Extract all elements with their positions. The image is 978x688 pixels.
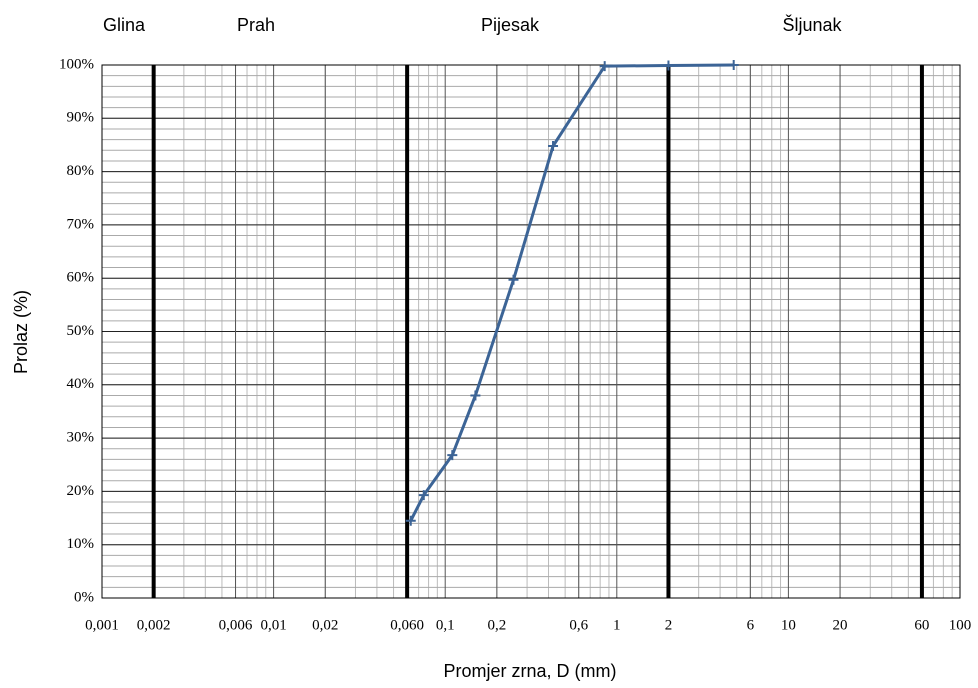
x-tick-label: 0,006 bbox=[219, 617, 253, 633]
y-tick-label: 10% bbox=[67, 536, 95, 552]
x-tick-label: 0,060 bbox=[390, 617, 424, 633]
y-axis-title: Prolaz (%) bbox=[11, 290, 31, 374]
zone-label: Pijesak bbox=[481, 15, 540, 35]
x-tick-label: 100 bbox=[949, 617, 972, 633]
zone-label: Glina bbox=[103, 15, 146, 35]
x-tick-label: 2 bbox=[665, 617, 673, 633]
x-tick-label: 60 bbox=[914, 617, 929, 633]
y-tick-label: 80% bbox=[67, 163, 95, 179]
zone-label: Prah bbox=[237, 15, 275, 35]
point-marker bbox=[548, 141, 559, 152]
y-tick-label: 50% bbox=[67, 323, 95, 339]
point-marker bbox=[405, 515, 416, 526]
data-line bbox=[409, 63, 734, 522]
point-marker bbox=[418, 490, 429, 501]
x-tick-label: 0,02 bbox=[312, 617, 338, 633]
point-marker bbox=[470, 390, 481, 401]
y-tick-label: 100% bbox=[59, 56, 94, 72]
point-marker bbox=[447, 450, 458, 461]
y-tick-label: 0% bbox=[74, 589, 94, 605]
point-marker bbox=[663, 60, 674, 71]
point-marker bbox=[599, 61, 610, 72]
point-marker bbox=[508, 274, 519, 285]
x-tick-label: 1 bbox=[613, 617, 621, 633]
x-tick-label: 0,01 bbox=[260, 617, 286, 633]
zone-label: Šljunak bbox=[782, 14, 842, 35]
plot-frame bbox=[101, 64, 961, 599]
y-tick-label: 20% bbox=[67, 483, 95, 499]
y-tick-label: 60% bbox=[67, 270, 95, 286]
x-tick-label: 0,001 bbox=[85, 617, 119, 633]
y-tick-label: 30% bbox=[67, 430, 95, 446]
x-tick-label: 0,1 bbox=[436, 617, 455, 633]
point-marker bbox=[728, 60, 739, 70]
x-tick-label: 6 bbox=[747, 617, 755, 633]
x-tick-label: 20 bbox=[833, 617, 848, 633]
x-tick-label: 0,6 bbox=[569, 617, 588, 633]
x-tick-label: 0,002 bbox=[137, 617, 171, 633]
y-tick-label: 70% bbox=[67, 216, 95, 232]
x-tick-label: 10 bbox=[781, 617, 796, 633]
y-tick-label: 40% bbox=[67, 376, 95, 392]
x-axis-title: Promjer zrna, D (mm) bbox=[443, 661, 616, 681]
x-tick-label: 0,2 bbox=[487, 617, 506, 633]
y-tick-label: 90% bbox=[67, 110, 95, 126]
